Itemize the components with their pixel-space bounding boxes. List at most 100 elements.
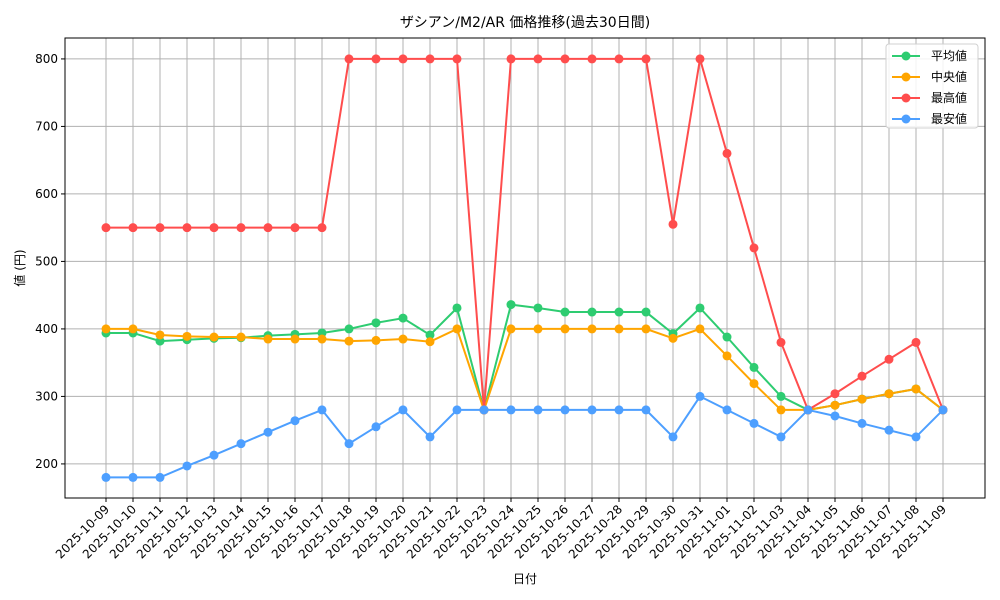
grid-lines [65, 38, 985, 498]
data-point [749, 379, 759, 389]
y-tick-label: 500 [35, 254, 58, 268]
data-point [614, 324, 624, 334]
data-point [425, 337, 435, 347]
data-point [344, 324, 354, 334]
data-point [911, 337, 921, 347]
legend-marker-icon [901, 72, 911, 82]
data-point [587, 54, 597, 64]
data-point [398, 313, 408, 323]
data-point [398, 54, 408, 64]
y-axis-ticks: 200 300 400 500 600 700 800 [35, 52, 65, 471]
data-point [857, 371, 867, 381]
data-point [560, 324, 570, 334]
series-line [106, 57, 944, 412]
data-point [128, 472, 138, 482]
data-point [830, 389, 840, 399]
data-point [614, 405, 624, 415]
data-point [155, 472, 165, 482]
data-point [641, 54, 651, 64]
data-point [722, 405, 732, 415]
data-point [722, 332, 732, 342]
data-point [371, 422, 381, 432]
series-layer [101, 54, 948, 482]
data-point [830, 400, 840, 410]
series-1 [101, 324, 948, 415]
data-point [884, 354, 894, 364]
data-point [371, 54, 381, 64]
data-point [344, 336, 354, 346]
data-point [749, 243, 759, 253]
y-tick-label: 200 [35, 457, 58, 471]
legend-label: 中央値 [931, 69, 967, 84]
legend-marker-icon [901, 114, 911, 124]
data-point [560, 54, 570, 64]
x-axis-label: 日付 [513, 572, 537, 586]
data-point [155, 330, 165, 340]
data-point [506, 300, 516, 310]
data-point [236, 332, 246, 342]
data-point [452, 54, 462, 64]
data-point [641, 324, 651, 334]
legend-label: 平均値 [931, 48, 967, 63]
y-tick-label: 600 [35, 187, 58, 201]
data-point [587, 405, 597, 415]
data-point [506, 405, 516, 415]
data-point [425, 54, 435, 64]
data-point [560, 405, 570, 415]
data-point [263, 427, 273, 437]
y-tick-label: 700 [35, 119, 58, 133]
data-point [776, 337, 786, 347]
data-point [236, 439, 246, 449]
y-axis-label: 値 (円) [12, 249, 27, 286]
data-point [182, 223, 192, 233]
data-point [155, 223, 165, 233]
series-line [106, 395, 944, 479]
data-point [911, 432, 921, 442]
legend-marker-icon [901, 51, 911, 61]
data-point [452, 303, 462, 313]
legend-box [885, 43, 979, 129]
data-point [371, 318, 381, 328]
data-point [317, 334, 327, 344]
data-point [911, 384, 921, 394]
data-point [938, 405, 948, 415]
data-point [776, 391, 786, 401]
data-point [668, 333, 678, 343]
data-point [425, 432, 435, 442]
data-point [614, 54, 624, 64]
data-point [533, 303, 543, 313]
data-point [884, 425, 894, 435]
series-0 [101, 300, 948, 415]
data-point [101, 223, 111, 233]
y-tick-label: 300 [35, 389, 58, 403]
data-point [128, 223, 138, 233]
y-tick-label: 800 [35, 52, 58, 66]
data-point [452, 324, 462, 334]
data-point [236, 223, 246, 233]
series-3 [101, 391, 948, 482]
data-point [263, 334, 273, 344]
data-point [290, 223, 300, 233]
series-line [106, 303, 944, 414]
data-point [668, 432, 678, 442]
series-2 [101, 54, 948, 415]
data-point [128, 324, 138, 334]
data-point [533, 54, 543, 64]
data-point [776, 432, 786, 442]
data-point [101, 472, 111, 482]
data-point [533, 405, 543, 415]
y-tick-label: 400 [35, 322, 58, 336]
data-point [641, 307, 651, 317]
data-point [182, 331, 192, 341]
data-point [803, 405, 813, 415]
data-point [452, 405, 462, 415]
data-point [857, 394, 867, 404]
data-point [884, 389, 894, 399]
data-point [722, 148, 732, 158]
data-point [344, 439, 354, 449]
data-point [695, 324, 705, 334]
data-point [857, 418, 867, 428]
data-point [290, 334, 300, 344]
